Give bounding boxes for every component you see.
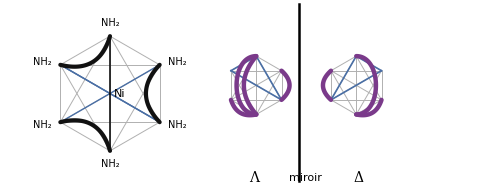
- Text: NH₂: NH₂: [33, 57, 52, 67]
- Text: Ni: Ni: [114, 88, 125, 99]
- Text: miroir: miroir: [288, 173, 322, 183]
- Text: NH₂: NH₂: [33, 120, 52, 130]
- Text: NH₂: NH₂: [100, 18, 119, 28]
- Text: Λ: Λ: [249, 171, 259, 185]
- Text: NH₂: NH₂: [100, 159, 119, 169]
- Text: NH₂: NH₂: [168, 120, 187, 130]
- Text: NH₂: NH₂: [168, 57, 187, 67]
- Text: Δ: Δ: [353, 171, 363, 185]
